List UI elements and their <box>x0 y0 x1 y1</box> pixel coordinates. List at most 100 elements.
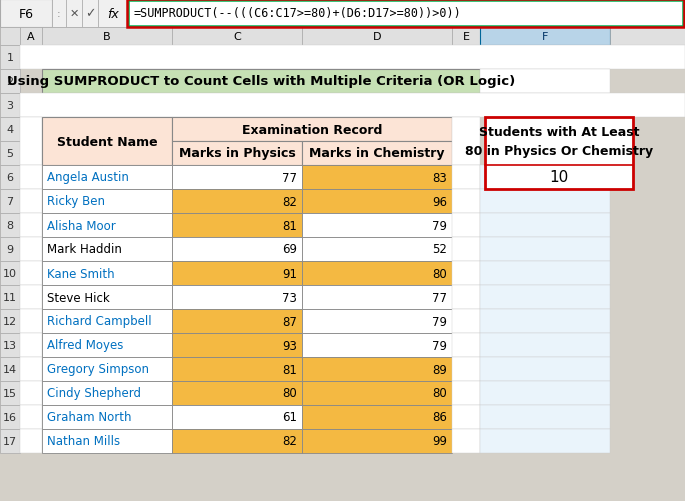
Bar <box>172 333 302 357</box>
Bar <box>128 1 683 27</box>
Bar <box>0 142 20 166</box>
Bar <box>0 94 20 118</box>
Text: :: : <box>57 9 61 19</box>
Text: 80: 80 <box>432 387 447 400</box>
Text: Cindy Shepherd: Cindy Shepherd <box>47 387 141 400</box>
Bar <box>452 189 480 213</box>
Bar <box>0 262 20 286</box>
Bar <box>302 262 452 286</box>
Text: 3: 3 <box>6 101 14 111</box>
Bar <box>42 310 172 333</box>
Bar <box>42 286 172 310</box>
Text: 86: 86 <box>432 411 447 424</box>
Text: Angela Austin: Angela Austin <box>47 171 129 184</box>
Bar <box>452 357 480 381</box>
Bar <box>302 28 452 46</box>
Text: Marks in Physics: Marks in Physics <box>179 147 295 160</box>
Bar <box>42 118 172 166</box>
Text: 96: 96 <box>432 195 447 208</box>
Bar <box>172 429 302 453</box>
Bar <box>172 310 302 333</box>
Bar <box>20 237 42 262</box>
Text: 61: 61 <box>282 411 297 424</box>
Text: 82: 82 <box>282 195 297 208</box>
Bar <box>20 286 42 310</box>
Bar <box>480 381 610 405</box>
Bar <box>480 28 610 46</box>
Text: 77: 77 <box>432 291 447 304</box>
Text: 73: 73 <box>282 291 297 304</box>
Bar <box>20 213 42 237</box>
Bar <box>0 189 20 213</box>
Text: 52: 52 <box>432 243 447 256</box>
Bar <box>452 118 480 166</box>
Text: 79: 79 <box>432 219 447 232</box>
Bar <box>0 429 20 453</box>
Text: 81: 81 <box>282 363 297 376</box>
Bar <box>302 381 452 405</box>
Bar <box>0 286 20 310</box>
Text: 89: 89 <box>432 363 447 376</box>
Bar <box>480 237 610 262</box>
Bar <box>20 381 42 405</box>
Bar <box>0 213 20 237</box>
Bar <box>302 429 452 453</box>
Text: ✓: ✓ <box>85 8 95 21</box>
Text: 14: 14 <box>3 364 17 374</box>
Bar <box>452 381 480 405</box>
Bar <box>452 286 480 310</box>
Text: Kane Smith: Kane Smith <box>47 267 114 280</box>
Bar <box>0 70 20 94</box>
Bar <box>20 429 42 453</box>
Bar <box>0 166 20 189</box>
Bar <box>452 333 480 357</box>
Bar <box>66 0 82 28</box>
Text: 79: 79 <box>432 315 447 328</box>
Text: 93: 93 <box>282 339 297 352</box>
Bar <box>172 28 302 46</box>
Bar <box>42 357 172 381</box>
Bar <box>302 166 452 189</box>
Bar <box>42 28 172 46</box>
Bar <box>452 429 480 453</box>
Bar <box>480 357 610 381</box>
Bar <box>172 286 302 310</box>
Text: B: B <box>103 32 111 42</box>
Text: 99: 99 <box>432 435 447 447</box>
Bar <box>452 237 480 262</box>
Text: EXCEL · DATA · BI: EXCEL · DATA · BI <box>294 71 366 80</box>
Text: exceldemy: exceldemy <box>303 61 356 71</box>
Bar <box>52 0 66 28</box>
Text: Graham North: Graham North <box>47 411 132 424</box>
Bar <box>20 166 42 189</box>
Bar <box>0 46 20 70</box>
Text: Alisha Moor: Alisha Moor <box>47 219 116 232</box>
Text: Steve Hick: Steve Hick <box>47 291 110 304</box>
Bar <box>480 213 610 237</box>
Bar <box>20 189 42 213</box>
Text: 79: 79 <box>432 339 447 352</box>
Bar <box>302 189 452 213</box>
Bar <box>42 262 172 286</box>
Text: C: C <box>233 32 241 42</box>
Bar <box>302 310 452 333</box>
Bar <box>480 70 610 94</box>
Bar <box>480 189 610 213</box>
Bar <box>0 0 685 28</box>
Text: 5: 5 <box>6 149 14 159</box>
Text: 6: 6 <box>6 173 14 183</box>
Bar <box>0 118 20 142</box>
Bar <box>480 405 610 429</box>
Text: Using SUMPRODUCT to Count Cells with Multiple Criteria (OR Logic): Using SUMPRODUCT to Count Cells with Mul… <box>7 75 515 88</box>
Text: 17: 17 <box>3 436 17 446</box>
Bar <box>480 166 610 189</box>
Text: 91: 91 <box>282 267 297 280</box>
Bar <box>20 333 42 357</box>
Text: 16: 16 <box>3 412 17 422</box>
Bar <box>98 0 128 28</box>
Bar <box>20 118 42 166</box>
Text: 87: 87 <box>282 315 297 328</box>
Text: 80 in Physics Or Chemistry: 80 in Physics Or Chemistry <box>465 145 653 158</box>
Bar <box>0 0 52 28</box>
Text: E: E <box>462 32 469 42</box>
